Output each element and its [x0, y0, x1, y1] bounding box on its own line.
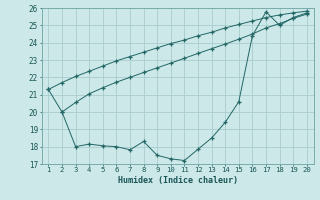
- X-axis label: Humidex (Indice chaleur): Humidex (Indice chaleur): [118, 176, 237, 185]
